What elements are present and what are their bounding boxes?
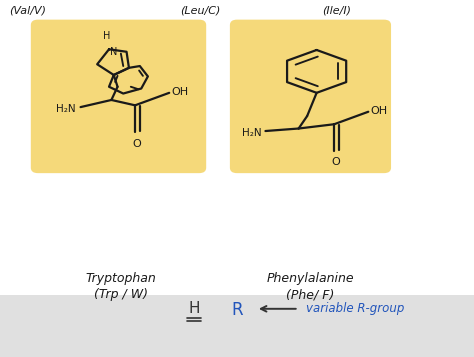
Text: Tryptophan: Tryptophan <box>85 272 156 285</box>
Text: (Val/V): (Val/V) <box>9 5 46 15</box>
FancyBboxPatch shape <box>230 20 391 173</box>
Text: (Ile/I): (Ile/I) <box>322 5 351 15</box>
Text: OH: OH <box>371 106 388 116</box>
Text: H: H <box>189 301 200 316</box>
Bar <box>0 295 474 357</box>
Text: OH: OH <box>172 87 189 97</box>
Text: (Phe/ F): (Phe/ F) <box>286 288 335 301</box>
Text: Phenylalanine: Phenylalanine <box>267 272 354 285</box>
Text: variable R-group: variable R-group <box>306 302 404 315</box>
FancyBboxPatch shape <box>31 20 206 173</box>
Text: O: O <box>132 139 141 149</box>
Text: (Trp / W): (Trp / W) <box>94 288 148 301</box>
Text: O: O <box>331 157 340 167</box>
Text: R: R <box>231 301 243 318</box>
Text: H₂N: H₂N <box>242 128 262 138</box>
Text: N: N <box>110 47 118 57</box>
Text: H: H <box>103 31 110 41</box>
Text: H₂N: H₂N <box>56 104 76 114</box>
Text: (Leu/C): (Leu/C) <box>180 5 220 15</box>
